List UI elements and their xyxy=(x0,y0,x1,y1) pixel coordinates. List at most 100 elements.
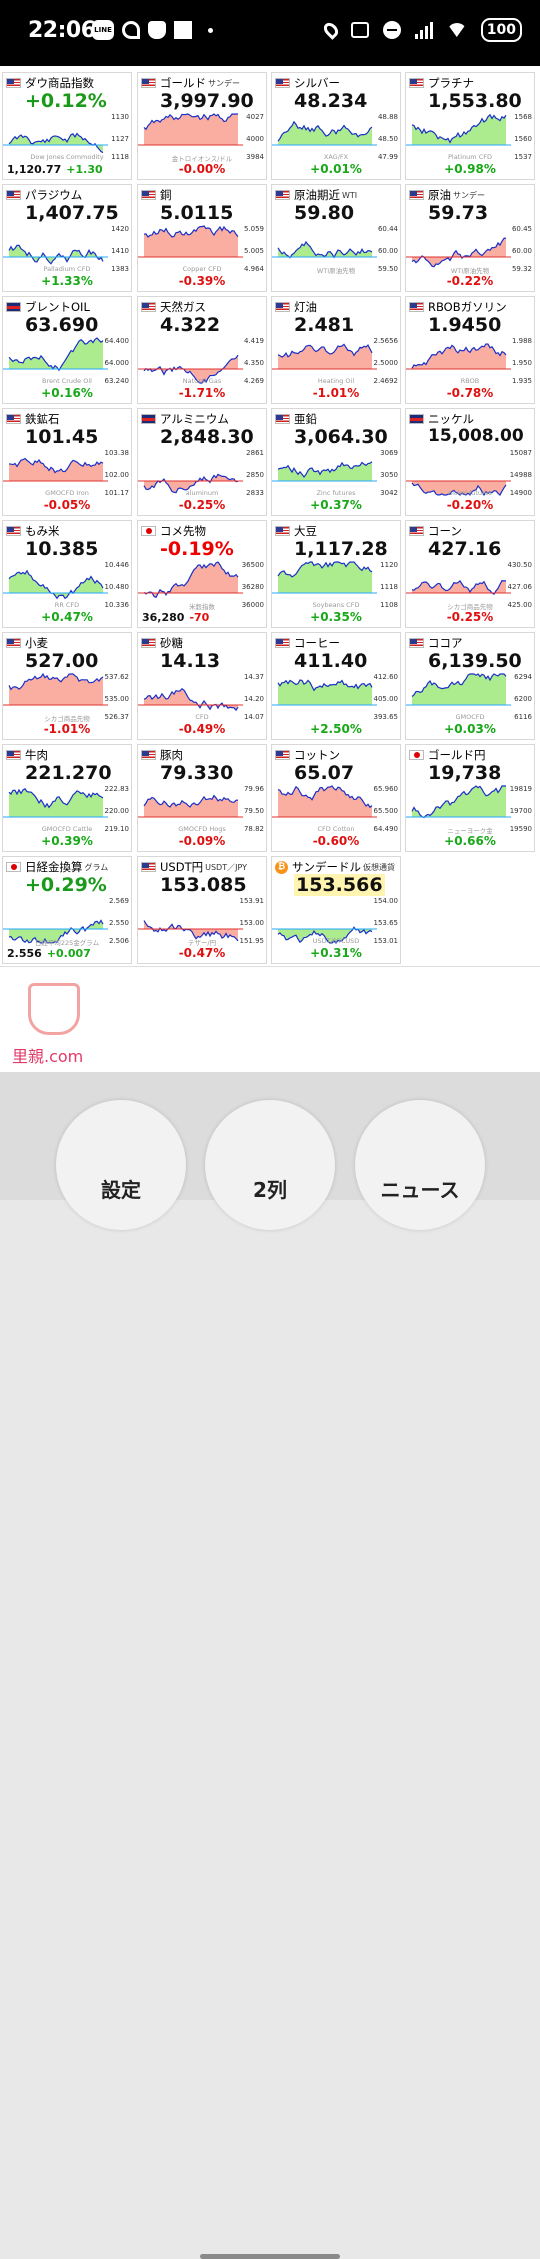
tile-header: 灯油 xyxy=(275,299,398,315)
commodity-tile[interactable]: シルバー 48.234 48.88 48.50 47.99 XAG/FX +0.01% xyxy=(271,72,401,180)
tile-sparkline xyxy=(406,343,511,370)
tile-price: 1,120.77 +1.30 xyxy=(7,163,103,176)
axis-label: 47.99 xyxy=(377,153,398,161)
tile-header: ブレントOIL xyxy=(6,299,129,315)
tile-sparkline xyxy=(272,926,377,944)
columns-button[interactable]: 2列 xyxy=(205,1100,335,1230)
commodity-tile[interactable]: ブレントOIL 63.690 64.400 64.000 63.240 Brent Cru… xyxy=(2,296,132,404)
tile-change: -0.25% xyxy=(446,610,494,624)
tile-header: コメ先物 xyxy=(141,523,264,539)
commodity-tile[interactable]: USDT円 USDT／JPY 153.085 153.91 153.00 151.95 テザ… xyxy=(137,856,267,964)
tile-change: -0.09% xyxy=(178,834,226,848)
news-button[interactable]: ニュース xyxy=(355,1100,485,1230)
tile-watermark: GMOCFD xyxy=(455,713,485,721)
sparkline-line xyxy=(8,132,104,154)
sparkline-line xyxy=(8,919,104,944)
ad-banner[interactable]: 里親.com xyxy=(0,966,540,1072)
home-indicator[interactable] xyxy=(200,2254,340,2259)
axis-label: 153.91 xyxy=(239,897,265,905)
dnd-icon xyxy=(382,21,401,39)
commodity-tile[interactable]: パラジウム 1,407.75 1420 1410 1383 Palladium CFD +1… xyxy=(2,184,132,292)
commodity-tile[interactable]: 亜鉛 3,064.30 3069 3050 3042 Zinc futures +0.37% xyxy=(271,408,401,516)
commodity-tile[interactable]: 牛肉 221.270 222.83 220.00 219.10 GMOCFD Cattle… xyxy=(2,744,132,852)
commodity-tile[interactable]: 砂糖 14.13 14.37 14.20 14.07 CFD -0.49% xyxy=(137,632,267,740)
sparkline-line xyxy=(277,461,373,478)
tile-sparkline xyxy=(406,480,511,497)
axis-label: 1.988 xyxy=(511,337,532,345)
tile-watermark: Brent Crude Oil xyxy=(42,377,92,385)
tile-name: 原油 xyxy=(428,188,451,202)
tile-watermark: Platinum CFD xyxy=(448,153,492,161)
commodity-tile[interactable]: アルミニウム 2,848.30 2861 2850 2833 aluminum -0.25% xyxy=(137,408,267,516)
wifi-icon xyxy=(446,23,467,37)
tile-watermark: Heating Oil xyxy=(317,377,355,385)
tile-value: 221.270 xyxy=(25,762,112,784)
axis-label: 3069 xyxy=(380,449,398,457)
axis-label: 6200 xyxy=(514,695,532,703)
axis-label: 14.07 xyxy=(243,713,264,721)
commodity-tile[interactable]: ゴールド円 19,738 19819 19700 19590 ニューヨーク金 +0.66% xyxy=(405,744,535,852)
commodity-tile[interactable]: 原油 サンデー 59.73 60.45 60.00 59.32 WTI原油先物 -0.22% xyxy=(405,184,535,292)
commodity-tile[interactable]: コットン 65.07 65.960 65.500 64.490 CFD Cotton -0.… xyxy=(271,744,401,852)
commodity-tile[interactable]: ココア 6,139.50 6294 6200 6116 GMOCFD +0.03% xyxy=(405,632,535,740)
tile-sparkline xyxy=(138,113,243,146)
tile-sparkline xyxy=(406,785,511,819)
tile-name: ココア xyxy=(428,636,463,650)
axis-label: 4.350 xyxy=(243,359,264,367)
tile-change: +0.03% xyxy=(444,722,496,736)
tile-watermark: WTI原油先物 xyxy=(316,267,356,275)
tile-change: +0.47% xyxy=(41,610,93,624)
commodity-tile[interactable]: 小麦 527.00 537.62 535.00 526.37 シカゴ商品先物 -1.01% xyxy=(2,632,132,740)
sparkline-fill xyxy=(9,133,103,153)
commodity-tile[interactable]: 天然ガス 4.322 4.419 4.350 4.269 Natural Gas -1.71… xyxy=(137,296,267,404)
commodity-tile[interactable]: プラチナ 1,553.80 1568 1560 1537 Platinum CFD +0.9… xyxy=(405,72,535,180)
flag-icon xyxy=(275,78,290,88)
commodity-tile[interactable]: 原油期近 WTI 59.80 60.44 60.00 59.50 WTI原油先物 xyxy=(271,184,401,292)
commodity-tile[interactable]: 鉄鉱石 101.45 103.38 102.00 101.17 GMOCFD Iron -0… xyxy=(2,408,132,516)
commodity-tile[interactable]: ₿ サンデードル 仮想通貨 153.566 154.00 153.65 153.01 USDT… xyxy=(271,856,401,964)
commodity-tile[interactable]: もみ米 10.385 10.446 10.480 10.336 RR CFD +0.47% xyxy=(2,520,132,628)
tile-value: 153.085 xyxy=(160,874,247,896)
tile-watermark: Palladium CFD xyxy=(43,265,91,273)
tile-sparkline xyxy=(138,794,243,818)
tile-sparkline xyxy=(3,132,108,154)
commodity-tile[interactable]: 豚肉 79.330 79.96 79.50 78.82 GMOCFD Hogs -0.09% xyxy=(137,744,267,852)
location-icon xyxy=(320,20,341,40)
tile-value: 1.9450 xyxy=(428,314,502,336)
tile-value: 3,064.30 xyxy=(294,426,388,448)
sparkline-line xyxy=(411,785,506,819)
tile-header: 大豆 xyxy=(275,523,398,539)
sparkline-fill xyxy=(412,674,506,705)
flag-icon xyxy=(6,414,21,424)
tile-change: -1.71% xyxy=(178,386,226,400)
tile-value: 527.00 xyxy=(25,650,99,672)
tile-watermark: GMOCFD Cattle xyxy=(41,825,93,833)
commodity-tile[interactable]: 灯油 2.481 2.5656 2.5000 2.4692 Heating Oil -1.0… xyxy=(271,296,401,404)
commodity-tile[interactable]: ゴールド サンデー 3,997.90 4027 4000 3984 金トロイオンス/ドル -0… xyxy=(137,72,267,180)
axis-label: 64.400 xyxy=(104,337,130,345)
commodity-tile[interactable]: 銅 5.0115 5.059 5.005 4.964 Copper CFD -0.39% xyxy=(137,184,267,292)
axis-label: 48.88 xyxy=(377,113,398,121)
commodity-tile[interactable]: RBOBガソリン 1.9450 1.988 1.950 1.935 RBOB -0.78% xyxy=(405,296,535,404)
tile-price-value: 2.556 xyxy=(7,947,42,960)
axis-label: 36280 xyxy=(241,583,264,591)
satooya-logo[interactable]: 里親.com xyxy=(12,977,102,1067)
axis-label: 2.5656 xyxy=(373,337,399,345)
axis-label: 19590 xyxy=(509,825,532,833)
tile-value: 63.690 xyxy=(25,314,99,336)
commodity-tile[interactable]: コーン 427.16 430.50 427.06 425.00 シカゴ商品先物 -0.25% xyxy=(405,520,535,628)
commodity-tile[interactable]: 日経金換算 グラム +0.29% 2.569 2.550 2.506 日経平均225金グラム… xyxy=(2,856,132,964)
commodity-tile[interactable]: コーヒー 411.40 412.60 405.00 393.65 +2.50% xyxy=(271,632,401,740)
flag-icon xyxy=(6,638,21,648)
commodity-tile[interactable]: ニッケル 15,008.00 15087 14988 14900 nickel futur… xyxy=(405,408,535,516)
commodity-tile[interactable]: コメ先物 -0.19% 36500 36280 36000 米穀指数 36,280 -70 xyxy=(137,520,267,628)
tile-value: 5.0115 xyxy=(160,202,234,224)
settings-button[interactable]: 設定 xyxy=(56,1100,186,1230)
commodity-tile[interactable]: ダウ商品指数 +0.12% 1130 1127 1118 Dow Jones Commod… xyxy=(2,72,132,180)
axis-label: 6294 xyxy=(514,673,532,681)
commodity-tile[interactable]: 大豆 1,117.28 1120 1118 1108 Soybeans CFD +0.35% xyxy=(271,520,401,628)
tile-subname: サンデー xyxy=(208,78,240,88)
dot-icon xyxy=(208,27,213,33)
axis-label: 14.20 xyxy=(243,695,264,703)
axis-label: 537.62 xyxy=(104,673,130,681)
